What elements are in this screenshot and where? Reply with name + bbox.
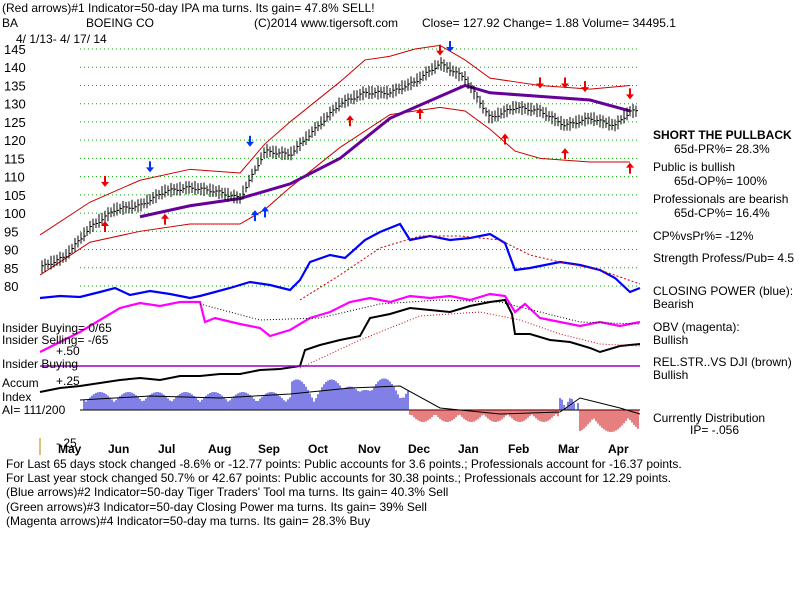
ma50-line (139, 83, 631, 219)
blue-sell-arrow-icon (246, 141, 254, 147)
obv-line (39, 292, 641, 353)
red-sell-arrow-icon (436, 50, 444, 56)
red-sell-arrow-icon (581, 87, 589, 93)
red-buy-arrow-icon (346, 115, 354, 121)
y-tick-label: 120 (4, 133, 26, 148)
x-tick-label: Jan (458, 442, 479, 456)
price-bars (41, 57, 638, 274)
footer-line-1: For Last 65 days stock changed -8.6% or … (6, 457, 682, 471)
cp-label: 65d-CP%= 16.4% (674, 206, 770, 220)
op-label: 65d-OP%= 100% (674, 174, 768, 188)
x-tick-label: Aug (208, 442, 231, 456)
y-tick-label: 115 (4, 151, 25, 166)
x-tick-label: Dec (408, 442, 430, 456)
short-pullback-label: SHORT THE PULLBACK (653, 128, 792, 142)
price-gridlines (80, 48, 640, 287)
red-sell-arrow-icon (101, 181, 109, 187)
accum-index-ma (79, 385, 641, 415)
closing-power-label: CLOSING POWER (blue): (653, 284, 794, 298)
red-buy-arrow-icon (561, 148, 569, 154)
red-buy-arrow-icon (101, 221, 109, 227)
y-tick-label: 90 (4, 243, 18, 258)
company-name: BOEING CO (86, 16, 155, 30)
x-tick-label: May (58, 442, 82, 456)
accum-label: Accum (2, 376, 39, 390)
y-tick-label: 130 (4, 97, 26, 112)
x-tick-label: Feb (508, 442, 529, 456)
lower-band-line (39, 106, 630, 276)
ip-label: IP= -.056 (690, 423, 740, 437)
relstr-state: Bullish (653, 368, 689, 382)
minus25-label: -.25 (56, 436, 77, 450)
x-tick-label: Mar (558, 442, 580, 456)
y-tick-label: 140 (4, 60, 26, 75)
relstr-label: REL.STR..VS DJI (brown) (653, 355, 792, 369)
blue-buy-arrow-icon (261, 206, 269, 212)
x-tick-label: Sep (258, 442, 280, 456)
y-tick-label: 95 (4, 224, 18, 239)
relative-strength-line (39, 298, 641, 393)
pr-label: 65d-PR%= 28.3% (674, 142, 770, 156)
plus50-label: +.50 (56, 344, 80, 358)
obv-state: Bullish (653, 333, 689, 347)
y-tick-label: 135 (4, 78, 26, 93)
red-buy-arrow-icon (501, 133, 509, 139)
footer-line-5: (Magenta arrows)#4 Indicator=50-day ma t… (6, 514, 371, 528)
distribution-label: Currently Distribution (653, 411, 766, 425)
y-tick-label: 145 (4, 42, 26, 57)
signal-arrows (101, 41, 634, 233)
red-buy-arrow-icon (416, 107, 424, 113)
y-tick-label: 125 (4, 115, 26, 130)
y-tick-label: 110 (4, 170, 25, 185)
ticker-symbol: BA (2, 16, 19, 30)
y-tick-label: 105 (4, 188, 26, 203)
closing-power-ma (299, 235, 641, 301)
blue-sell-arrow-icon (146, 167, 154, 173)
x-tick-label: Apr (608, 442, 629, 456)
blue-sell-arrow-icon (446, 47, 454, 52)
y-tick-label: 100 (4, 206, 26, 221)
y-tick-label: 85 (4, 261, 18, 276)
footer-line-2: For Last year stock changed 50.7% or 42.… (6, 471, 672, 485)
insider-buying-ratio: Insider Buying= 0/65 (2, 321, 112, 335)
copyright-text: (C)2014 www.tigersoft.com (254, 16, 399, 30)
x-tick-label: Jul (158, 442, 175, 456)
insider-selling-ratio: Insider Selling= -/65 (2, 333, 109, 347)
index-label: Index (2, 390, 32, 404)
insider-buying-label: Insider Buying (2, 357, 79, 371)
footer-line-3: (Blue arrows)#2 Indicator=50-day Tiger T… (6, 485, 449, 499)
y-tick-label: 80 (4, 279, 18, 294)
red-buy-arrow-icon (161, 213, 169, 219)
ai-label: AI= 111/200 (2, 403, 66, 417)
blue-buy-arrow-icon (251, 210, 259, 216)
red-sell-arrow-icon (536, 83, 544, 89)
date-range: 4/ 1/13- 4/ 17/ 14 (16, 32, 107, 46)
obv-label: OBV (magenta): (653, 320, 740, 334)
red-buy-arrow-icon (626, 162, 634, 168)
upper-band-line (39, 44, 631, 236)
strength-label: Strength Profess/Pub= 4.5 (653, 251, 795, 265)
closing-power-line (39, 222, 641, 300)
public-bullish-label: Public is bullish (653, 160, 736, 174)
cpvspr-label: CP%vsPr%= -12% (653, 229, 754, 243)
quote-summary: Close= 127.92 Change= 1.88 Volume= 34495… (422, 16, 676, 30)
footer-line-4: (Green arrows)#3 Indicator=50-day Closin… (6, 500, 427, 514)
price-axis-ticks: 145 140 135 130 125 120 115 110 105 100 95 90 85 80 (4, 42, 26, 294)
x-tick-label: Nov (358, 442, 381, 456)
plus25-label: +.25 (56, 374, 80, 388)
red-sell-arrow-icon (561, 83, 569, 89)
obv-ma (199, 299, 641, 325)
month-axis-ticks: May Jun Jul Aug Sep Oct Nov Dec Jan Feb Mar Apr (58, 442, 629, 456)
pros-bearish-label: Professionals are bearish (653, 192, 789, 206)
red-sell-arrow-icon (626, 94, 634, 100)
x-tick-label: Jun (108, 442, 129, 456)
closing-power-state: Bearish (653, 297, 694, 311)
indicator-title: (Red arrows)#1 Indicator=50-day IPA ma t… (2, 1, 375, 15)
x-tick-label: Oct (308, 442, 328, 456)
